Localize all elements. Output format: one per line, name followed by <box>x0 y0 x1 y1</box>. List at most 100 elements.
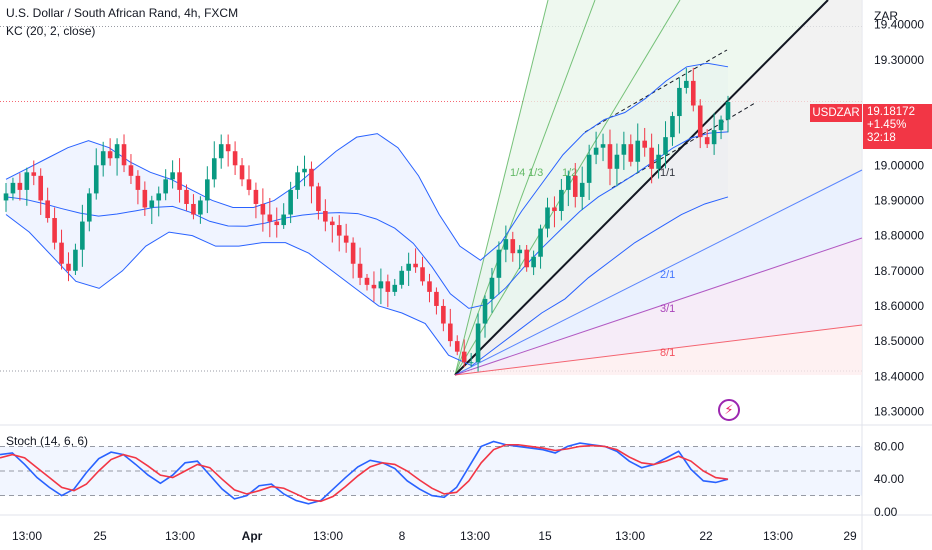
candle-body <box>170 172 175 180</box>
candle-body <box>385 281 391 292</box>
time-tick-label: 29 <box>843 529 857 543</box>
candle-body <box>253 189 259 204</box>
candle-body <box>239 165 245 180</box>
candle-body <box>489 277 495 299</box>
candle-body <box>482 298 488 324</box>
candle-body <box>406 263 411 271</box>
price-tag: 19.18172 +1.45% 32:18 <box>863 104 932 149</box>
price-tick-label: 19.40000 <box>874 18 924 32</box>
candle-body <box>73 249 78 271</box>
candle-body <box>454 341 460 352</box>
candle-body <box>420 267 425 282</box>
candle-body <box>288 189 293 215</box>
gann-label: 1/3 <box>528 167 543 179</box>
candle-body <box>524 249 529 268</box>
candle-body <box>45 200 50 219</box>
time-tick-label: 13:00 <box>313 529 343 543</box>
candle-body <box>198 200 203 215</box>
candle-body <box>690 80 696 106</box>
candle-body <box>267 214 273 222</box>
candle-body <box>718 119 724 131</box>
candle-body <box>510 239 516 254</box>
candle-body <box>135 175 141 190</box>
candle-body <box>191 203 196 215</box>
candle-body <box>552 207 557 211</box>
symbol-tag: USDZAR <box>810 104 862 122</box>
candle-body <box>274 221 280 226</box>
gann-ray <box>454 237 863 376</box>
candle-body <box>211 158 217 180</box>
candle-body <box>434 291 439 306</box>
time-tick-label: 8 <box>399 529 406 543</box>
candle-body <box>711 130 717 145</box>
candle-body <box>218 144 224 159</box>
price-tick-label: 18.40000 <box>874 369 924 383</box>
candle-body <box>10 182 16 194</box>
lightning-icon[interactable]: ⚡ <box>718 399 740 421</box>
candle-body <box>260 203 266 215</box>
candle-body <box>538 228 543 257</box>
stoch-tick-label: 80.00 <box>874 439 904 453</box>
candle-body <box>642 140 647 148</box>
time-tick-label: 15 <box>538 529 552 543</box>
price-tick-label: 18.30000 <box>874 404 924 418</box>
candle-body <box>295 172 300 190</box>
axes: 19.40000 19.30000 19.00000 18.90000 18.80000… <box>12 18 924 543</box>
time-tick-label: 13:00 <box>165 529 195 543</box>
candle-body <box>100 151 106 166</box>
candle-body <box>461 351 467 363</box>
price-tick-label: 19.00000 <box>874 158 924 172</box>
gann-ray <box>454 324 863 376</box>
time-tick-label: 13:00 <box>763 529 793 543</box>
gann-fan[interactable]: 1/4 1/3 1/2 1/12/13/18/1 <box>454 0 863 376</box>
price-tick-label: 18.80000 <box>874 229 924 243</box>
candle-body <box>670 116 675 138</box>
gann-ray <box>454 0 829 376</box>
keltner-upper <box>5 62 729 261</box>
candle-body <box>559 189 564 211</box>
current-price: 19.18172 <box>867 106 915 118</box>
candle-body <box>357 263 363 278</box>
stoch-d-line <box>0 443 729 503</box>
candle-body <box>38 175 44 201</box>
candle-body <box>392 284 398 292</box>
candle-body <box>503 239 509 250</box>
price-tick-label: 18.90000 <box>874 193 924 207</box>
candle-body <box>572 175 578 197</box>
candle-body <box>52 218 57 243</box>
time-tick-label: 13:00 <box>460 529 490 543</box>
candle-body <box>350 242 356 264</box>
stoch-tick-label: 40.00 <box>874 472 904 486</box>
candle-body <box>142 189 148 208</box>
time-tick-label: 13:00 <box>12 529 42 543</box>
candle-body <box>475 323 481 363</box>
candlesticks <box>3 67 731 372</box>
candle-body <box>93 165 99 194</box>
candle-body <box>31 172 37 176</box>
price-change: +1.45% <box>867 119 907 131</box>
price-tick-label: 18.70000 <box>874 264 924 278</box>
indicator-label[interactable]: KC (20, 2, close) <box>6 24 96 38</box>
candle-body <box>66 263 71 271</box>
bar-countdown: 32:18 <box>867 132 896 144</box>
candle-body <box>156 193 162 201</box>
time-tick-label: 13:00 <box>615 529 645 543</box>
candle-body <box>566 175 571 190</box>
candle-body <box>232 151 238 166</box>
stoch-label[interactable]: Stoch (14, 6, 6) <box>6 434 89 448</box>
candle-body <box>579 182 585 197</box>
candle-body <box>59 242 64 264</box>
candle-body <box>281 214 286 226</box>
candle-body <box>225 144 231 152</box>
candle-body <box>163 179 168 194</box>
candle-body <box>246 179 252 190</box>
candle-body <box>114 144 120 159</box>
time-tick-label: 25 <box>93 529 107 543</box>
candle-body <box>704 137 710 145</box>
candle-body <box>531 256 536 268</box>
price-tick-label: 19.30000 <box>874 53 924 67</box>
candle-body <box>600 144 606 148</box>
chart-title: U.S. Dollar / South African Rand, 4h, FX… <box>6 6 239 20</box>
candle-body <box>184 189 189 204</box>
